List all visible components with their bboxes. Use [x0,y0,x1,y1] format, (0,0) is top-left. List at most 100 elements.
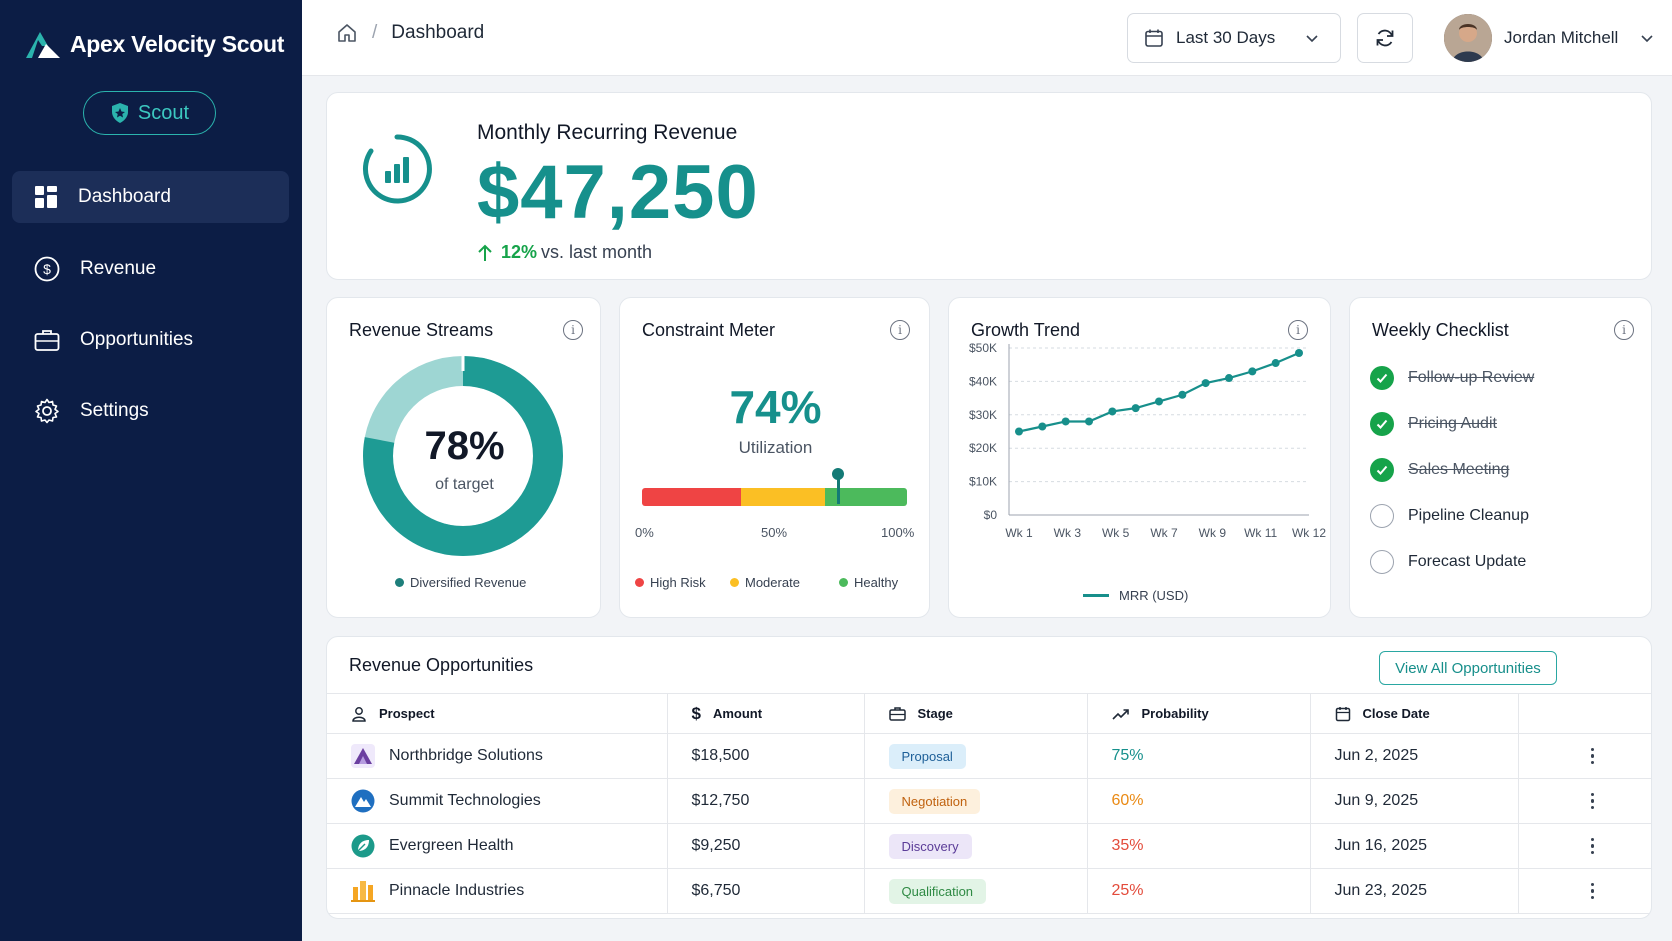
checkbox-unchecked[interactable] [1370,504,1394,528]
prospect-name: Summit Technologies [389,792,541,809]
data-point[interactable] [1085,417,1093,426]
scout-badge[interactable]: Scout [83,91,216,135]
checklist-label: Follow-up Review [1408,369,1535,386]
column-header-close-date[interactable]: Close Date [1309,693,1518,734]
donut-percent: 78% [424,424,505,468]
prospect-name: Pinnacle Industries [389,882,525,899]
row-menu-icon[interactable] [1589,792,1597,810]
data-point[interactable] [1248,367,1257,376]
opportunities-card: Revenue Opportunities View All Opportuni… [326,636,1652,919]
table-row[interactable]: Evergreen Health $9,250 Discovery 35% Ju… [327,823,1651,869]
data-point[interactable] [1271,359,1280,368]
badge-label: Scout [137,101,190,124]
sidebar-item-label: Opportunities [80,329,194,350]
sidebar-item-label: Revenue [80,258,157,279]
legend-label: Diversified Revenue [410,575,527,590]
legend-item: Diversified Revenue [395,575,526,590]
checklist-item[interactable]: Sales Meeting [1370,458,1509,482]
calendar-icon [1335,706,1350,721]
legend-label: MRR (USD) [1119,588,1189,603]
checkbox-unchecked[interactable] [1370,550,1394,574]
check-icon [1376,419,1388,429]
checkbox-checked[interactable] [1370,366,1394,390]
legend-line [1083,594,1109,597]
stage-badge: Qualification [888,878,987,904]
table-header-row: Prospect $ Amount Stage Probability Close… [327,693,1651,734]
check-icon [1376,373,1388,383]
breadcrumb-current: Dashboard [391,22,485,43]
mrr-change-percent: 12% [501,242,538,262]
column-header-prospect[interactable]: Prospect [327,693,667,734]
mrr-card: Monthly Recurring Revenue $47,250 12% vs… [326,92,1652,280]
refresh-button[interactable] [1357,13,1413,63]
checklist-label: Pipeline Cleanup [1408,507,1529,524]
series-line [1018,351,1300,433]
brand[interactable]: Apex Velocity Scout [24,28,284,60]
table-row[interactable]: Northbridge Solutions $18,500 Proposal 7… [327,733,1651,779]
user-name: Jordan Mitchell [1504,28,1619,47]
row-menu-icon[interactable] [1589,747,1597,765]
breadcrumb-separator: / [372,22,378,43]
checkbox-checked[interactable] [1370,458,1394,482]
dollar-icon: $ [691,703,701,723]
checklist-item[interactable]: Pricing Audit [1370,412,1497,436]
sidebar-item-opportunities[interactable]: Opportunities [12,314,289,366]
info-icon[interactable]: i [890,320,910,340]
close-date-cell: Jun 23, 2025 [1309,868,1518,914]
data-point[interactable] [1108,407,1117,416]
data-point[interactable] [1155,397,1163,406]
sidebar-item-revenue[interactable]: $ Revenue [12,243,289,295]
column-header-actions [1517,693,1651,734]
sidebar-item-settings[interactable]: Settings [12,385,289,437]
legend-dot [395,578,404,587]
checkbox-checked[interactable] [1370,412,1394,436]
mrr-value: $47,250 [477,150,759,235]
table-row[interactable]: Pinnacle Industries $6,750 Qualification… [327,868,1651,914]
data-point[interactable] [1038,422,1047,431]
dollar-circle-icon: $ [34,256,60,282]
data-point[interactable] [1131,404,1140,413]
data-point[interactable] [1061,417,1070,426]
data-point[interactable] [1201,379,1210,388]
check-icon [1376,465,1388,475]
y-tick-label: $40K [969,374,997,388]
sidebar: Apex Velocity Scout Scout Dashboard $ Re… [0,0,302,941]
data-point[interactable] [1178,390,1187,399]
sidebar-item-label: Dashboard [78,186,171,207]
briefcase-icon [888,707,906,721]
checklist-item[interactable]: Follow-up Review [1370,366,1534,390]
chart-legend: MRR (USD) [1083,588,1188,603]
amount-cell: $6,750 [666,868,864,914]
date-range-select[interactable]: Last 30 Days [1127,13,1341,63]
tick-label: 100% [881,525,915,540]
row-menu-icon[interactable] [1589,837,1597,855]
user-menu[interactable]: Jordan Mitchell [1444,14,1654,62]
info-icon[interactable]: i [1614,320,1634,340]
row-menu-icon[interactable] [1589,882,1597,900]
checklist-label: Forecast Update [1408,553,1527,570]
column-header-amount[interactable]: $ Amount [666,693,864,734]
info-icon[interactable]: i [1288,320,1308,340]
stage-badge: Proposal [888,743,966,769]
mrr-change: 12% vs. last month [477,242,652,263]
data-point[interactable] [1225,374,1233,383]
calendar-icon [1145,29,1163,47]
data-point[interactable] [1295,349,1303,358]
data-point[interactable] [1015,427,1023,436]
table-row[interactable]: Summit Technologies $12,750 Negotiation … [327,778,1651,824]
home-icon[interactable] [336,22,358,44]
checklist-item[interactable]: Forecast Update [1370,550,1526,574]
close-date-cell: Jun 2, 2025 [1309,733,1518,779]
view-all-opportunities-button[interactable]: View All Opportunities [1379,651,1557,685]
sidebar-item-dashboard[interactable]: Dashboard [12,171,289,223]
prospect-name: Evergreen Health [389,837,514,854]
info-icon[interactable]: i [563,320,583,340]
gear-icon [35,398,59,424]
checklist-item[interactable]: Pipeline Cleanup [1370,504,1529,528]
arrow-up-icon [478,244,492,261]
y-tick-label: $10K [969,475,997,489]
column-header-probability[interactable]: Probability [1086,693,1310,734]
column-header-stage[interactable]: Stage [863,693,1087,734]
checklist-label: Pricing Audit [1408,415,1497,432]
logo-icon [26,32,60,58]
